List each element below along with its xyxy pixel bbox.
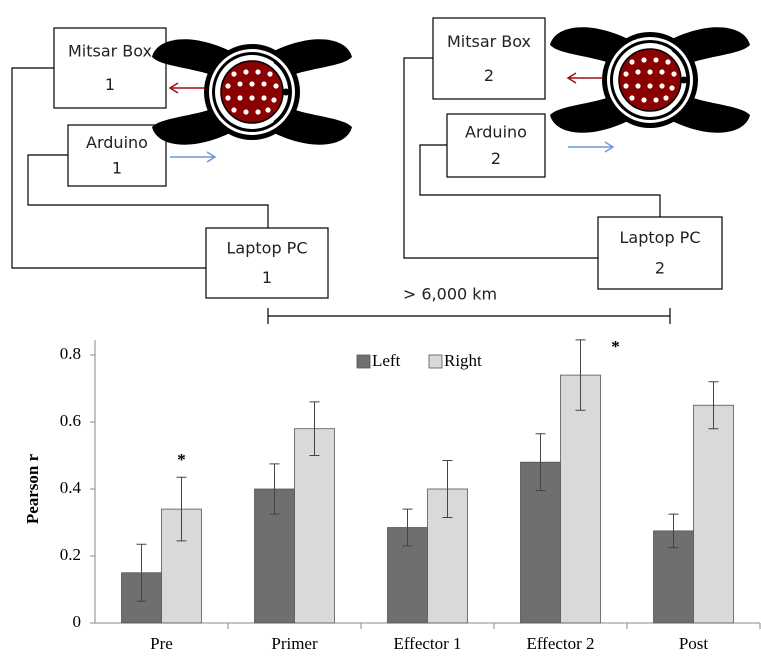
electrode: [249, 81, 254, 86]
electrode: [659, 83, 664, 88]
device-name: Mitsar Box: [447, 32, 531, 51]
bar: [561, 375, 601, 623]
significance-marker: *: [611, 337, 620, 356]
y-tick-label: 0.2: [60, 545, 81, 564]
electrode: [671, 71, 676, 76]
electrode: [261, 95, 266, 100]
electrode: [243, 109, 248, 114]
x-tick-label: Effector 1: [393, 634, 461, 653]
legend-label: Left: [372, 351, 401, 370]
y-tick-label: 0.8: [60, 344, 81, 363]
distance-line: [268, 308, 670, 324]
x-tick-label: Post: [679, 634, 709, 653]
device-number: 2: [491, 149, 501, 168]
electrode: [623, 71, 628, 76]
electrode: [273, 83, 278, 88]
electrode: [243, 69, 248, 74]
device-number: 1: [105, 75, 115, 94]
arrow: [568, 73, 603, 83]
arrow: [568, 142, 613, 152]
electrode: [647, 83, 652, 88]
eeg-headset: [152, 39, 352, 144]
electrode: [641, 57, 646, 62]
electrode: [653, 57, 658, 62]
device-name: Mitsar Box: [68, 42, 152, 61]
electrode: [261, 81, 266, 86]
x-tick-label: Effector 2: [526, 634, 594, 653]
electrode: [665, 59, 670, 64]
device-number: 1: [112, 158, 122, 177]
arrow: [170, 83, 205, 93]
device-name: Arduino: [86, 133, 148, 152]
x-tick-label: Pre: [150, 634, 173, 653]
electrode: [659, 69, 664, 74]
electrode: [623, 83, 628, 88]
electrode: [635, 69, 640, 74]
electrode: [255, 109, 260, 114]
electrode: [647, 69, 652, 74]
device-number: 1: [262, 268, 272, 287]
arrow: [170, 152, 215, 162]
device-name: Laptop PC: [620, 228, 701, 247]
electrode: [653, 97, 658, 102]
electrode: [231, 107, 236, 112]
eeg-headset: [550, 27, 750, 132]
legend-swatch: [429, 355, 442, 368]
device-box: [54, 28, 166, 108]
y-axis-label: Pearson r: [23, 453, 42, 524]
y-tick-label: 0.4: [60, 478, 82, 497]
bar: [295, 429, 335, 623]
electrode: [267, 71, 272, 76]
figure: Mitsar Box 1 Arduino 1 Laptop PC 1 Mitsar Box 2…: [0, 0, 761, 658]
electrode: [669, 85, 674, 90]
electrode: [629, 95, 634, 100]
electrode: [249, 95, 254, 100]
bar: [694, 405, 734, 623]
device-number: 2: [655, 258, 665, 277]
device-name: Laptop PC: [227, 239, 308, 258]
y-tick-label: 0: [73, 612, 82, 631]
electrode: [663, 95, 668, 100]
device-name: Arduino: [465, 122, 527, 141]
x-tick-label: Primer: [271, 634, 318, 653]
device-box: [433, 18, 545, 99]
electrode: [225, 83, 230, 88]
significance-marker: *: [177, 450, 186, 469]
electrode: [225, 95, 230, 100]
device-number: 2: [484, 66, 494, 85]
electrode: [237, 81, 242, 86]
electrode: [231, 71, 236, 76]
electrode: [629, 59, 634, 64]
y-tick-label: 0.6: [60, 411, 81, 430]
electrode: [641, 97, 646, 102]
electrode: [635, 83, 640, 88]
electrode: [237, 95, 242, 100]
setup-diagram: Mitsar Box 1 Arduino 1 Laptop PC 1 Mitsar Box 2…: [12, 18, 750, 324]
distance-label: > 6,000 km: [403, 285, 497, 304]
electrode: [265, 107, 270, 112]
legend-swatch: [357, 355, 370, 368]
electrode: [271, 97, 276, 102]
bar-chart: 0 0.2 0.4 0.6 0.8 Pearson r Pre Primer Effector …: [23, 337, 760, 653]
electrode: [255, 69, 260, 74]
legend-label: Right: [444, 351, 482, 370]
